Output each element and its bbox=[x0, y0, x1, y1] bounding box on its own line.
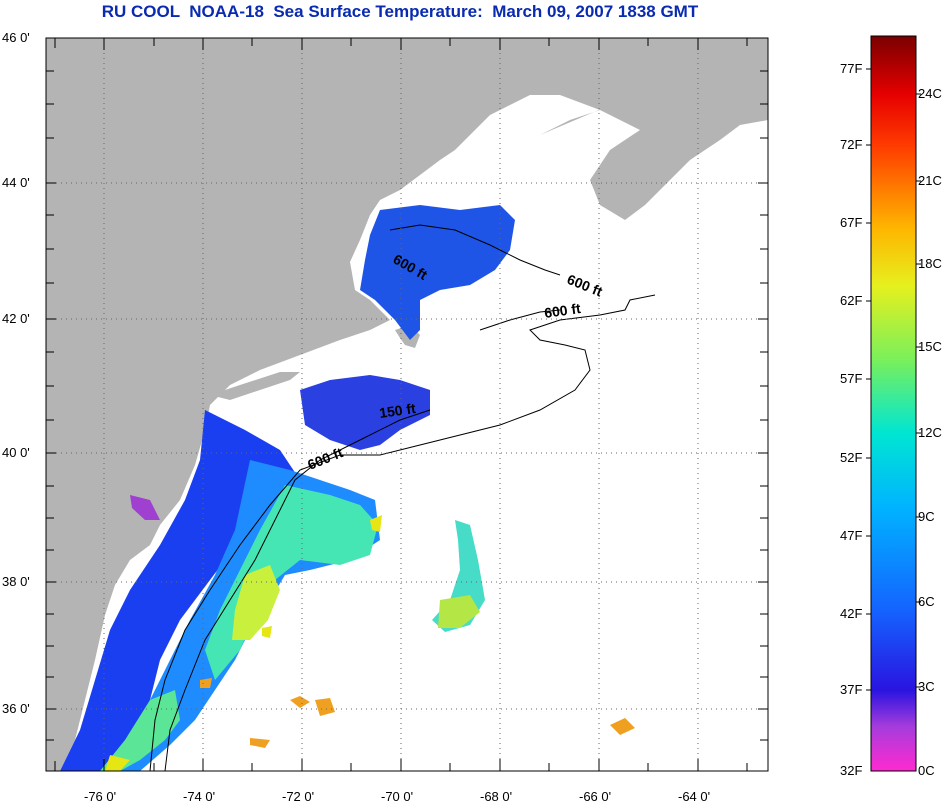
colorbar-f-label: 72F bbox=[840, 137, 862, 152]
colorbar-f-label: 32F bbox=[840, 763, 862, 778]
land-nova-scotia bbox=[540, 38, 768, 135]
lat-label: 36 0' bbox=[2, 701, 30, 716]
colorbar-f-label: 57F bbox=[840, 371, 862, 386]
colorbar-c-labels: 24C 21C 18C 15C 12C 9C 6C 3C 0C bbox=[918, 86, 942, 778]
colorbar-c-label: 12C bbox=[918, 425, 942, 440]
sst-delaware-bay bbox=[130, 495, 160, 520]
colorbar bbox=[870, 35, 917, 772]
contour-600ft-shelf bbox=[149, 294, 656, 771]
lon-label: -76 0' bbox=[84, 789, 116, 804]
colorbar-c-label: 24C bbox=[918, 86, 942, 101]
lat-labels: 46 0' 44 0' 42 0' 40 0' 38 0' 36 0' bbox=[2, 30, 30, 716]
colorbar-c-label: 6C bbox=[918, 594, 935, 609]
lat-label: 42 0' bbox=[2, 311, 30, 326]
lon-labels: -76 0' -74 0' -72 0' -70 0' -68 0' -66 0… bbox=[84, 789, 710, 804]
sst-slope-warm bbox=[205, 485, 378, 680]
lon-label: -66 0' bbox=[579, 789, 611, 804]
sst-shelf-cold bbox=[60, 410, 300, 771]
sst-south-warm bbox=[100, 690, 180, 771]
colorbar-ticks bbox=[866, 68, 921, 691]
lon-label: -70 0' bbox=[381, 789, 413, 804]
colorbar-f-label: 37F bbox=[840, 682, 862, 697]
colorbar-c-label: 9C bbox=[918, 509, 935, 524]
lon-label: -64 0' bbox=[678, 789, 710, 804]
contour-600ft-gom2 bbox=[479, 309, 561, 331]
colorbar-f-label: 42F bbox=[840, 606, 862, 621]
contour-150ft bbox=[164, 409, 431, 771]
contour-600ft-gom bbox=[389, 224, 561, 276]
colorbar-f-label: 67F bbox=[840, 215, 862, 230]
graticule bbox=[46, 38, 768, 771]
sst-georges-area bbox=[300, 375, 430, 450]
contour-label: 150 ft bbox=[378, 400, 417, 421]
lon-label: -74 0' bbox=[183, 789, 215, 804]
land-mainland bbox=[46, 38, 768, 771]
land-long-island bbox=[210, 372, 300, 400]
lon-label: -72 0' bbox=[282, 789, 314, 804]
colorbar-c-label: 0C bbox=[918, 763, 935, 778]
colorbar-f-label: 52F bbox=[840, 450, 862, 465]
lat-label: 44 0' bbox=[2, 175, 30, 190]
colorbar-f-labels: 77F 72F 67F 62F 57F 52F 47F 42F 37F 32F bbox=[840, 61, 862, 778]
lat-label: 38 0' bbox=[2, 574, 30, 589]
lon-label: -68 0' bbox=[480, 789, 512, 804]
sst-warm-core bbox=[232, 565, 280, 640]
colorbar-f-label: 47F bbox=[840, 528, 862, 543]
contour-label: 600 ft bbox=[543, 300, 582, 321]
colorbar-c-label: 21C bbox=[918, 173, 942, 188]
colorbar-f-label: 77F bbox=[840, 61, 862, 76]
colorbar-c-label: 18C bbox=[918, 256, 942, 271]
map-title: RU COOL NOAA-18 Sea Surface Temperature:… bbox=[101, 2, 699, 21]
map-frame bbox=[45, 37, 769, 772]
colorbar-c-label: 3C bbox=[918, 679, 935, 694]
ticks bbox=[46, 38, 768, 771]
colorbar-c-label: 15C bbox=[918, 339, 942, 354]
sst-eddy-warm bbox=[438, 595, 480, 628]
colorbar-f-label: 62F bbox=[840, 293, 862, 308]
lat-label: 46 0' bbox=[2, 30, 30, 45]
lat-label: 40 0' bbox=[2, 445, 30, 460]
